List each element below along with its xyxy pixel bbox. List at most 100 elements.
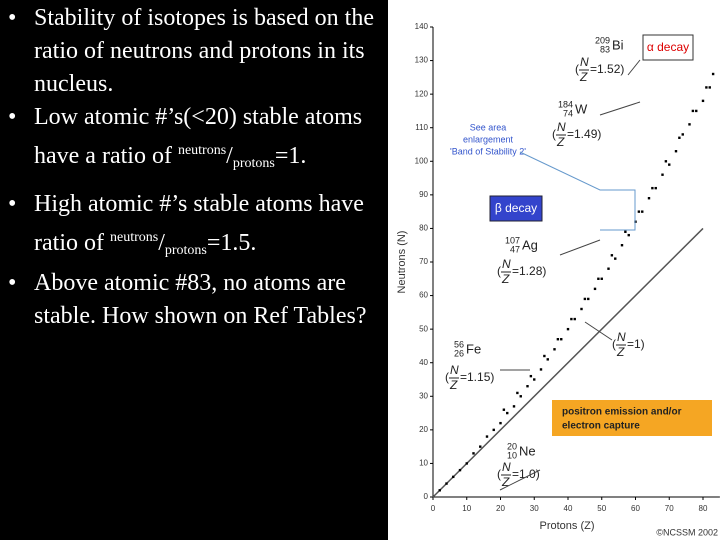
point	[566, 327, 570, 331]
point	[556, 338, 560, 341]
positron-note: positron emission and/or	[562, 407, 682, 418]
frac-bottom: Z	[556, 135, 565, 149]
pointer	[559, 239, 601, 256]
paren: (	[445, 370, 449, 384]
sup-text: neutrons	[177, 143, 227, 158]
frac-bottom: Z	[449, 378, 458, 392]
symbol: Fe	[466, 341, 481, 356]
pointer	[584, 321, 613, 341]
ratio: =1.28)	[512, 264, 546, 278]
point	[583, 297, 587, 301]
bullet-list: Stability of isotopes is based on the ra…	[0, 2, 375, 333]
y-axis-label: Neutrons (N)	[396, 231, 408, 294]
symbol: Ag	[522, 237, 538, 252]
x-tick-label: 60	[631, 504, 640, 513]
reference-line	[432, 227, 704, 498]
paren: (	[552, 127, 556, 141]
point	[519, 395, 522, 398]
point	[701, 99, 705, 103]
y-tick-label: 10	[419, 459, 428, 468]
frac-bottom: Z	[501, 475, 510, 489]
x-tick-label: 70	[665, 504, 674, 513]
pointer	[599, 101, 641, 116]
y-tick-label: 0	[424, 492, 429, 501]
point	[711, 72, 715, 76]
point	[526, 385, 529, 388]
bullet-text: =1.	[274, 143, 307, 169]
ratio: =1.15)	[460, 370, 494, 384]
mass-number: 56	[454, 339, 464, 349]
frac-top: N	[502, 460, 511, 474]
chart-background	[388, 0, 720, 540]
point	[580, 307, 583, 311]
point	[668, 163, 671, 166]
point	[529, 374, 533, 378]
point	[472, 452, 475, 455]
enlargement-note: enlargement	[463, 134, 514, 144]
point	[539, 368, 543, 371]
point	[624, 230, 627, 233]
point	[573, 317, 576, 321]
point	[688, 123, 691, 126]
enlargement-pointer	[519, 151, 636, 231]
point	[560, 338, 563, 341]
point	[593, 287, 597, 291]
mass-number: 20	[507, 441, 517, 451]
atomic-number: 26	[454, 348, 464, 358]
point	[651, 186, 654, 190]
positron-note: electron capture	[562, 421, 640, 432]
symbol: Ne	[519, 443, 536, 458]
frac-bottom: Z	[616, 345, 625, 359]
alpha-box	[642, 34, 694, 61]
point	[708, 86, 711, 89]
pointer	[499, 469, 541, 491]
beta-label: β decay	[495, 201, 537, 215]
ratio: =1.52)	[590, 62, 624, 76]
mass-number: 184	[558, 99, 573, 109]
symbol: Bi	[612, 37, 624, 52]
frac-top: N	[502, 257, 511, 271]
enlargement-note: 'Band of Stability 2'	[450, 146, 526, 156]
point	[705, 86, 708, 89]
bullet-text: Above atomic #83, no atoms are stable. H…	[34, 270, 367, 329]
bullet: Low atomic #’s(<20) stable atoms have a …	[0, 101, 375, 180]
paren: (	[497, 467, 501, 481]
y-tick-label: 40	[419, 358, 428, 367]
point	[610, 254, 614, 257]
point	[664, 160, 668, 163]
point	[661, 173, 664, 176]
point	[465, 462, 468, 465]
point	[438, 489, 441, 492]
point	[597, 277, 600, 280]
y-tick-label: 20	[419, 425, 428, 434]
atomic-number: 83	[600, 44, 610, 54]
point	[445, 482, 448, 485]
point	[627, 233, 630, 237]
y-tick-label: 140	[415, 22, 429, 31]
point	[587, 297, 590, 301]
x-tick-label: 30	[530, 504, 539, 513]
x-tick-label: 80	[699, 504, 708, 513]
point	[533, 378, 536, 381]
copyright: ©NCSSM 2002	[656, 527, 718, 537]
point	[499, 421, 502, 425]
alpha-label: α decay	[647, 40, 689, 54]
bullet-text: =1.5.	[206, 230, 257, 256]
point	[553, 348, 556, 351]
frac-bottom: Z	[501, 272, 510, 286]
point	[607, 267, 610, 270]
point	[681, 133, 684, 136]
point	[479, 445, 482, 448]
point	[502, 408, 506, 411]
x-tick-label: 10	[462, 504, 471, 513]
x-tick-label: 40	[564, 504, 573, 513]
bullet-text: Low atomic #’s(<20) stable atoms have a …	[34, 104, 363, 169]
point	[614, 257, 617, 260]
paren: (	[575, 62, 579, 76]
atomic-number: 74	[563, 108, 573, 118]
point	[492, 428, 495, 432]
point	[600, 277, 603, 280]
frac-top: N	[580, 55, 589, 69]
bullet: Stability of isotopes is based on the ra…	[0, 2, 375, 101]
